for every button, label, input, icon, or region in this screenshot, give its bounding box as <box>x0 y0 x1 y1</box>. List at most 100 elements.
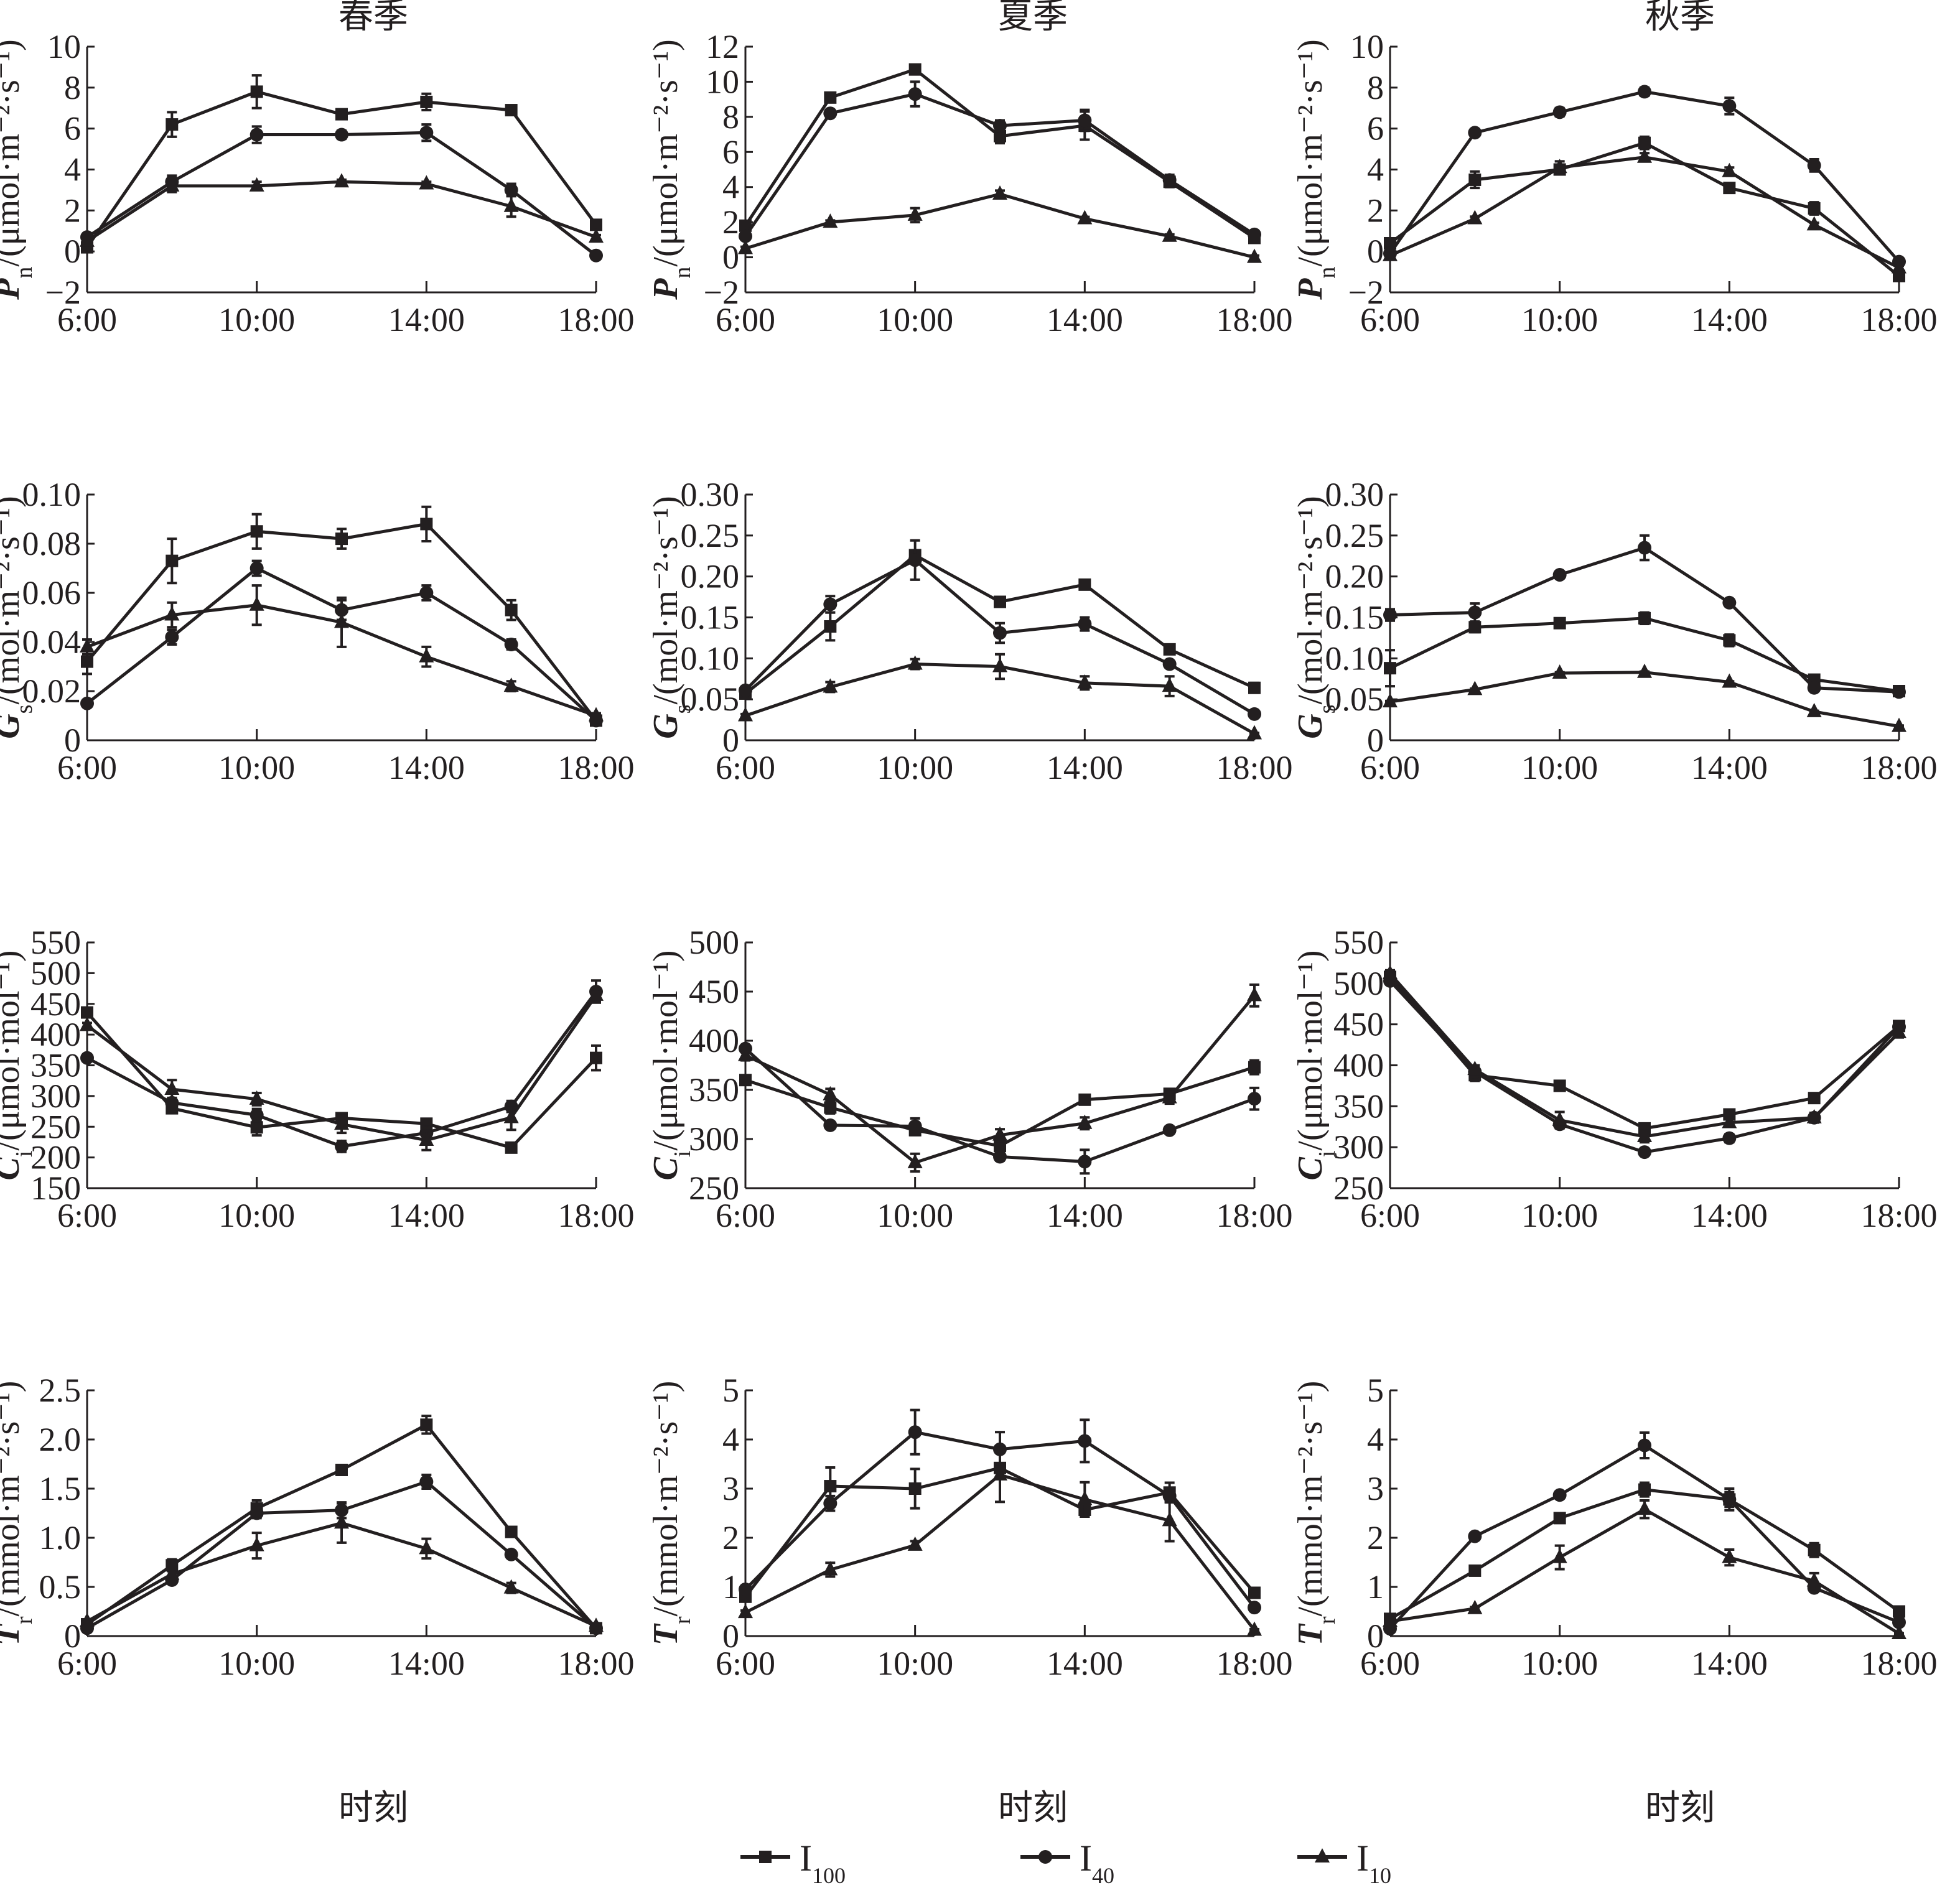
data-point <box>335 128 348 142</box>
y-tick-label: 3 <box>1367 1470 1384 1507</box>
y-tick-label: 0 <box>64 233 81 270</box>
series-i40 <box>739 539 1261 721</box>
data-point <box>993 626 1007 640</box>
panel-r3-c0: 0 0.5 1.0 1.5 2.0 2.5 6:00 10:00 14:00 18:00 Tr/(m… <box>0 1372 635 1682</box>
y-tick-label: 2 <box>722 1519 739 1556</box>
data-point <box>335 108 348 121</box>
data-point <box>1384 662 1396 675</box>
data-point <box>249 177 264 192</box>
x-tick-label: 14:00 <box>388 1197 465 1234</box>
legend-item-i40: I40 <box>1020 1838 1114 1888</box>
y-tick-label: 450 <box>30 985 81 1023</box>
data-point <box>1808 202 1821 215</box>
y-tick-label: 2 <box>1367 192 1384 229</box>
data-point <box>1162 677 1177 692</box>
y-tick-label: 4 <box>64 151 81 188</box>
y-tick-label: 0.25 <box>681 517 740 554</box>
season-title-spring: 春季 <box>338 0 408 37</box>
x-axis-title-summer: 时刻 <box>998 1788 1068 1828</box>
legend-label: I40 <box>1080 1838 1114 1888</box>
data-point <box>1467 1599 1483 1614</box>
x-tick-label: 18:00 <box>558 1645 634 1682</box>
x-tick-label: 14:00 <box>1691 301 1768 338</box>
data-point <box>1722 1131 1737 1145</box>
series-i40 <box>739 80 1261 243</box>
data-point <box>165 630 179 644</box>
data-point <box>250 1108 264 1122</box>
data-point <box>1552 664 1567 679</box>
series-i10 <box>738 983 1262 1173</box>
data-point <box>1248 681 1261 694</box>
data-point <box>589 707 604 722</box>
data-point <box>1552 1488 1567 1502</box>
data-point <box>823 678 838 693</box>
data-point <box>81 655 93 668</box>
legend-item-i10: I10 <box>1297 1838 1391 1888</box>
data-point <box>1638 1438 1651 1453</box>
data-point <box>590 1051 602 1064</box>
data-point <box>1553 616 1566 630</box>
x-tick-label: 10:00 <box>218 1197 295 1234</box>
data-point <box>1637 1500 1652 1515</box>
y-tick-label: 0.02 <box>22 672 82 710</box>
y-tick-label: 1.5 <box>39 1470 82 1507</box>
data-point <box>1807 158 1821 172</box>
data-point <box>1077 1114 1093 1129</box>
data-point <box>1722 595 1737 610</box>
y-tick-label: 3 <box>722 1470 739 1507</box>
x-tick-label: 18:00 <box>1216 1645 1292 1682</box>
y-tick-label: −2 <box>45 274 81 311</box>
data-point <box>1722 1548 1737 1563</box>
y-axis-title: Pn/(μmol·m⁻²·s⁻¹) <box>646 39 696 300</box>
series-i100 <box>81 74 602 254</box>
data-point <box>334 1115 349 1130</box>
y-tick-label: 0 <box>722 1617 739 1655</box>
y-tick-label: 8 <box>64 69 81 106</box>
y-axis-title: Gs/(mol·m⁻²·s⁻¹) <box>0 496 37 739</box>
x-axis-title-autumn: 时刻 <box>1645 1788 1715 1828</box>
data-point <box>250 85 263 98</box>
data-point <box>993 118 1007 133</box>
y-tick-label: 500 <box>30 954 81 992</box>
data-point <box>419 126 434 140</box>
season-title-summer: 夏季 <box>998 0 1068 37</box>
series-i10 <box>1383 148 1906 274</box>
data-point <box>907 1153 923 1168</box>
series-i10 <box>80 1502 604 1632</box>
data-point <box>739 683 752 697</box>
y-axis-title: Ci/(μmol·mol⁻¹) <box>0 950 37 1180</box>
series-line <box>745 192 1255 259</box>
y-tick-label: 150 <box>30 1170 81 1207</box>
data-point <box>1722 99 1737 113</box>
panel-r1-c0: 0 0.02 0.04 0.06 0.08 0.10 6:00 10:00 14:00 18:00… <box>0 476 635 786</box>
series-i10 <box>738 653 1262 740</box>
data-point <box>1078 578 1091 591</box>
y-tick-label: 6 <box>1367 110 1384 147</box>
data-point <box>1247 987 1262 1002</box>
data-point <box>824 620 837 633</box>
series-i10 <box>1383 965 1906 1144</box>
data-point <box>1248 1092 1261 1106</box>
y-tick-label: 550 <box>1333 924 1384 961</box>
data-point <box>823 106 838 121</box>
data-point <box>504 637 518 651</box>
y-axis-title: Gs/(mol·m⁻²·s⁻¹) <box>646 496 696 739</box>
data-point <box>1722 1492 1737 1507</box>
data-point <box>1638 1145 1651 1160</box>
data-point <box>505 104 518 117</box>
data-point <box>1552 159 1567 174</box>
series-line <box>86 180 597 243</box>
x-tick-label: 10:00 <box>218 1645 295 1682</box>
data-point <box>1247 1621 1262 1636</box>
data-point <box>823 213 838 228</box>
x-tick-label: 18:00 <box>1860 301 1937 338</box>
data-point <box>80 638 95 653</box>
x-tick-label: 14:00 <box>388 301 465 338</box>
data-point <box>166 1559 179 1572</box>
y-tick-label: 400 <box>30 1016 81 1053</box>
data-point <box>503 1579 519 1594</box>
data-point <box>80 1612 95 1627</box>
y-tick-label: 4 <box>722 1421 739 1458</box>
y-tick-label: 300 <box>30 1077 81 1115</box>
data-point <box>1383 693 1398 708</box>
